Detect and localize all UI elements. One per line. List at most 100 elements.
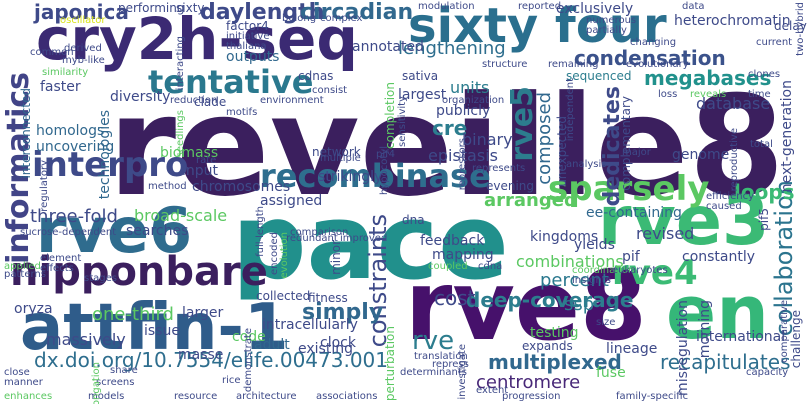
word-ee-containing: ee-containing: [586, 205, 682, 221]
word-close: close: [4, 367, 30, 378]
word-exclusively: exclusively: [556, 1, 634, 17]
word-comparative: comparative: [779, 300, 790, 363]
word-resource: resource: [174, 391, 218, 402]
word-cdnas: cdnas: [298, 69, 334, 83]
word-total: total: [750, 139, 773, 150]
word-recombinase: recombinase: [260, 157, 491, 195]
word-myb-like: myb-like: [62, 55, 105, 66]
word-pif5: pif5: [757, 208, 771, 231]
word-masse: masse: [178, 347, 224, 363]
word-reveals: reveals: [690, 89, 727, 100]
word-partially: partially: [586, 25, 627, 36]
word-fuse: fuse: [596, 365, 626, 381]
word-screens: screens: [96, 377, 135, 388]
word-ssp: ssp: [564, 294, 595, 315]
word-international: international: [696, 329, 786, 345]
word-common: common: [30, 47, 74, 58]
word-data: data: [682, 1, 705, 12]
word-publicly: publicly: [436, 103, 491, 119]
word-rve: rve: [412, 326, 455, 356]
word-reveille8: reveille8: [108, 66, 785, 227]
word-models: models: [88, 391, 125, 402]
word-element: element: [40, 253, 82, 264]
word-stages: stages: [84, 273, 117, 284]
word-lineage: lineage: [606, 341, 658, 357]
word-biomass: biomass: [160, 145, 219, 161]
word-homologs: homologs: [36, 123, 105, 139]
word-method: method: [148, 181, 187, 192]
word-cry2h-seq: cry2h-seq: [36, 5, 358, 73]
word-minor: minor: [329, 240, 343, 275]
word-issue: issue: [144, 323, 180, 339]
word-feedback: feedback: [420, 233, 485, 249]
word-redundant: redundant: [286, 233, 338, 244]
word-modulation: modulation: [418, 1, 475, 12]
word-multiplexed: multiplexed: [488, 350, 622, 374]
word-rve6: rve6: [36, 194, 193, 267]
word-assigned: assigned: [260, 193, 323, 209]
word-sixty: sixty: [176, 1, 205, 15]
word-consist: consist: [312, 85, 348, 96]
word-repress: repress: [432, 359, 469, 370]
word-sativa: sativa: [402, 69, 439, 83]
word-two-hybrid: two-hybrid: [795, 2, 806, 56]
word-evolutionary: evolutionary: [626, 59, 689, 70]
word-uncovering: uncovering: [36, 139, 115, 155]
word-thaliana: thaliana: [226, 41, 267, 52]
word-existing: existing: [298, 341, 353, 357]
word-evening: evening: [486, 179, 535, 193]
word-japonica: japonica: [34, 0, 129, 24]
word-megabases: megabases: [644, 66, 772, 90]
word-cdna: cdna: [478, 261, 503, 272]
word-circadian: circadian: [300, 0, 414, 25]
word-revised: revised: [636, 224, 695, 243]
word-rve8: rve8: [405, 250, 647, 362]
word-caused: caused: [706, 201, 742, 212]
word-changing: changing: [630, 37, 677, 48]
word-belong: belong: [282, 13, 317, 24]
word-similarity: similarity: [42, 67, 89, 78]
word-morning: morning: [697, 300, 713, 359]
word-cost: cost: [434, 286, 476, 310]
word-input: input: [182, 163, 219, 179]
word-structure: structure: [482, 59, 528, 70]
word-family-specific: family-specific: [616, 391, 689, 402]
word-reported: reported: [518, 1, 562, 12]
word-comparison: comparison: [290, 227, 349, 238]
word-efficiency: efficiency: [706, 191, 755, 202]
word-pace: pace: [232, 181, 509, 303]
word-completion: completion: [383, 82, 397, 149]
word-enhances: enhances: [4, 391, 53, 402]
word-current: current: [756, 37, 793, 48]
word-interpro: interpro: [32, 145, 189, 185]
word-daylength: daylength: [200, 0, 325, 25]
word-full-length: full-length: [255, 206, 266, 257]
word-analysis: analysis: [566, 159, 607, 170]
word-oryza: oryza: [14, 301, 53, 317]
word-expands: expands: [522, 339, 573, 353]
word-pif4: pif4: [376, 149, 396, 160]
word-intracellularly: intracellularly: [262, 317, 358, 333]
word-regulatory: regulatory: [39, 160, 50, 212]
word-kingdoms: kingdoms: [530, 229, 599, 245]
word-clade: clade: [194, 95, 227, 109]
word-testing: testing: [530, 325, 579, 341]
word-coupled: coupled: [428, 261, 468, 272]
word-sucrose-dependent: sucrose-dependent: [20, 227, 117, 238]
word-patterns: patterns: [4, 269, 46, 280]
word-percent: percent: [540, 270, 609, 291]
word-dna: dna: [402, 213, 425, 227]
word-collected: collected: [256, 289, 311, 303]
word-three-fold: three-fold: [30, 206, 118, 227]
word-represents: represents: [472, 163, 526, 174]
word-organization: organization: [442, 95, 505, 106]
word-epistasis: epistasis: [428, 146, 498, 165]
word-challenge: challenge: [789, 310, 803, 369]
word-interconnected: interconnected: [19, 88, 33, 179]
word-strikingly: strikingly: [318, 169, 383, 185]
word-applied: applied: [4, 261, 41, 272]
word-insights: insights: [572, 275, 611, 286]
word-performing: performing: [118, 1, 185, 15]
word-perturbation: perturbation: [383, 326, 397, 402]
